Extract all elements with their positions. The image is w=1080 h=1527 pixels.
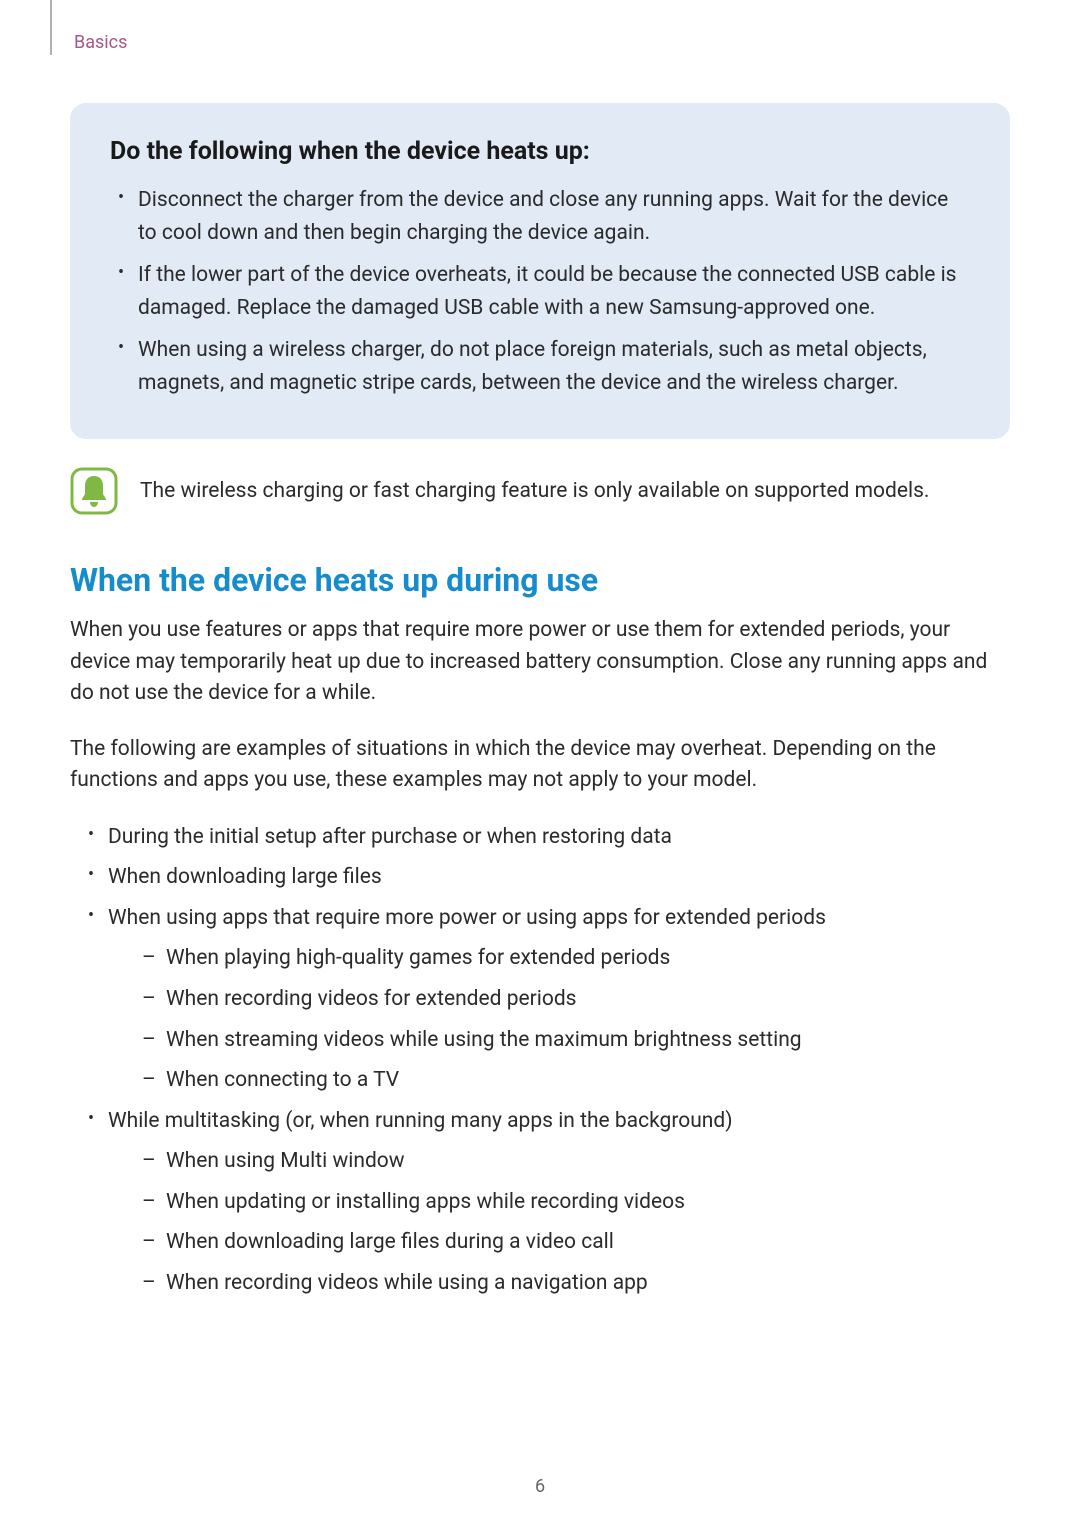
bell-icon [70,467,118,515]
info-box-bullet-list: Disconnect the charger from the device a… [110,184,970,399]
info-box-bullet: If the lower part of the device overheat… [110,259,970,324]
sub-list-item: When recording videos while using a navi… [136,1267,1010,1300]
sub-list-item: When updating or installing apps while r… [136,1186,1010,1219]
document-page: Basics Do the following when the device … [0,0,1080,1527]
list-item: When downloading large files [78,861,1010,894]
info-box-title: Do the following when the device heats u… [110,137,970,166]
sub-list-item: When playing high-quality games for exte… [136,942,1010,975]
list-item: During the initial setup after purchase … [78,821,1010,854]
sub-list-item: When downloading large files during a vi… [136,1226,1010,1259]
sub-list-item: When using Multi window [136,1145,1010,1178]
list-item-text: When downloading large files [108,865,382,889]
list-item: When using apps that require more power … [78,902,1010,1097]
sub-list-item: When streaming videos while using the ma… [136,1024,1010,1057]
list-item-text: While multitasking (or, when running man… [108,1109,733,1133]
list-item-text: When using apps that require more power … [108,906,826,930]
info-callout-box: Do the following when the device heats u… [70,103,1010,439]
page-number: 6 [0,1476,1080,1497]
sub-bullet-list: When using Multi window When updating or… [108,1145,1010,1299]
sub-bullet-list: When playing high-quality games for exte… [108,942,1010,1096]
sub-list-item: When recording videos for extended perio… [136,983,1010,1016]
body-paragraph: The following are examples of situations… [70,734,1010,797]
sub-list-item: When connecting to a TV [136,1064,1010,1097]
info-box-bullet: When using a wireless charger, do not pl… [110,334,970,399]
breadcrumb: Basics [74,32,1010,53]
section-heading: When the device heats up during use [70,561,1010,599]
list-item-text: During the initial setup after purchase … [108,825,672,849]
header-vertical-rule [50,0,52,55]
main-bullet-list: During the initial setup after purchase … [70,821,1010,1300]
body-paragraph: When you use features or apps that requi… [70,615,1010,710]
note-row: The wireless charging or fast charging f… [70,467,1010,515]
info-box-bullet: Disconnect the charger from the device a… [110,184,970,249]
list-item: While multitasking (or, when running man… [78,1105,1010,1300]
note-text: The wireless charging or fast charging f… [140,476,929,508]
